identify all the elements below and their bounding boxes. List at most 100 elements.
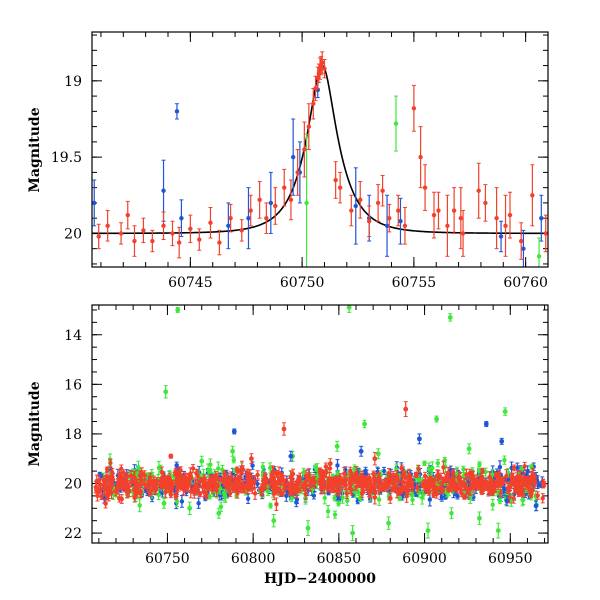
- red-point: [311, 87, 316, 120]
- red-point: [422, 164, 428, 212]
- red-point-marker: [387, 215, 392, 221]
- green-point-marker: [345, 498, 350, 504]
- green-point: [477, 461, 482, 468]
- green-point-marker: [422, 461, 427, 466]
- green-point-marker: [497, 498, 503, 504]
- red-point-marker: [436, 208, 441, 213]
- blue-point: [539, 194, 544, 242]
- model-curve: [92, 64, 548, 235]
- green-point-marker: [137, 503, 142, 508]
- green-point-marker: [289, 495, 294, 501]
- red-point-marker: [358, 197, 363, 203]
- red-point-marker: [399, 466, 404, 471]
- red-point: [375, 184, 381, 222]
- red-point: [257, 181, 262, 219]
- red-point-marker: [125, 212, 130, 218]
- blue-point: [294, 497, 299, 508]
- blue-point: [226, 202, 231, 250]
- blue-point-marker: [427, 497, 433, 502]
- green-point-marker: [268, 503, 273, 508]
- blue-point-marker: [537, 483, 542, 488]
- red-point-marker: [170, 231, 175, 236]
- red-point-marker: [530, 193, 535, 198]
- blue-point: [92, 179, 97, 227]
- red-point: [228, 203, 233, 233]
- green-point: [231, 456, 236, 464]
- green-point: [397, 495, 402, 502]
- top-panel-data-points: [92, 51, 548, 268]
- red-point: [399, 464, 404, 473]
- green-point-marker: [332, 512, 338, 517]
- red-point: [380, 174, 385, 207]
- blue-point-marker: [398, 219, 403, 224]
- green-point: [430, 461, 435, 475]
- red-point: [290, 468, 296, 480]
- top-y-tick-label: 19: [64, 74, 82, 90]
- bottom-panel-ticks: [92, 305, 548, 543]
- red-point: [518, 222, 524, 260]
- red-point: [188, 214, 193, 244]
- red-point-marker: [320, 60, 325, 65]
- green-point: [205, 463, 211, 478]
- green-point-marker: [416, 477, 422, 483]
- green-point: [502, 455, 507, 465]
- green-point-marker: [502, 457, 507, 463]
- red-point-marker: [188, 226, 193, 232]
- red-point-marker: [248, 208, 253, 213]
- green-point: [260, 462, 266, 472]
- green-point-marker: [205, 468, 211, 473]
- red-point-marker: [273, 203, 278, 209]
- red-point-marker: [451, 208, 457, 213]
- blue-point-marker: [245, 496, 251, 501]
- red-point-marker: [498, 490, 503, 496]
- red-point: [264, 202, 269, 234]
- blue-point-marker: [268, 200, 274, 206]
- red-point-marker: [290, 471, 296, 477]
- blue-point-marker: [161, 188, 166, 193]
- blue-point: [250, 461, 255, 470]
- top-x-tick-label: 60750: [280, 275, 325, 291]
- red-point: [302, 121, 307, 178]
- red-point: [255, 470, 260, 480]
- red-point: [396, 194, 401, 227]
- red-point-marker: [150, 238, 155, 244]
- red-point-marker: [96, 234, 101, 239]
- red-point-marker: [333, 177, 338, 183]
- red-point-marker: [366, 219, 372, 224]
- blue-point-marker: [497, 464, 503, 470]
- red-point: [458, 187, 464, 250]
- red-point: [387, 203, 392, 233]
- green-point-marker: [410, 497, 415, 503]
- green-point: [435, 459, 441, 468]
- blue-point-marker: [196, 500, 201, 506]
- red-point-marker: [460, 231, 466, 236]
- red-point-marker: [302, 147, 307, 152]
- red-point-marker: [458, 215, 464, 221]
- green-point-marker: [449, 511, 454, 516]
- red-point-marker: [323, 464, 329, 469]
- green-point-marker: [223, 495, 228, 500]
- blue-point: [398, 197, 403, 245]
- red-point: [540, 493, 545, 504]
- green-point-marker: [216, 466, 221, 471]
- green-point-marker: [435, 461, 441, 466]
- top-panel-y-axis-label: Magnitude: [27, 107, 43, 192]
- red-point: [543, 214, 548, 253]
- blue-point-marker: [311, 493, 317, 498]
- red-point: [445, 194, 450, 257]
- red-point-marker: [522, 464, 527, 469]
- green-point: [268, 502, 273, 509]
- red-point: [366, 205, 372, 237]
- blue-point: [179, 495, 185, 508]
- green-point-marker: [506, 470, 511, 475]
- red-point: [288, 179, 294, 221]
- green-point-marker: [304, 200, 309, 206]
- blue-point-marker: [353, 203, 358, 209]
- green-point-marker: [322, 495, 327, 501]
- red-point-marker: [197, 237, 202, 242]
- blue-point-marker: [179, 499, 185, 504]
- green-point: [416, 488, 421, 498]
- red-point: [129, 475, 134, 488]
